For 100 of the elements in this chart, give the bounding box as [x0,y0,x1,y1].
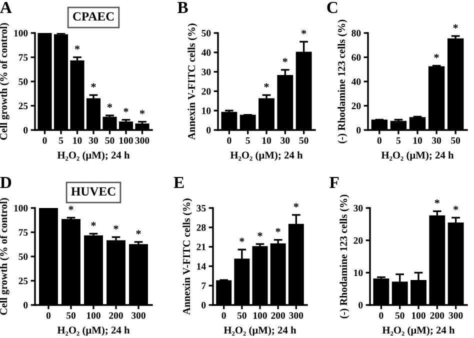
annotation: * [114,225,118,230]
x-axis-title: H₂O₂ (μM); 24 h [224,326,296,336]
text: A [0,2,12,13]
annotation: * [124,108,128,112]
x-tick-label: 50 [395,312,404,319]
x-tick-label: 200 [109,312,123,319]
y-tick-label: 25 [18,278,28,284]
x-tick-label: 5 [246,137,250,144]
x-tick-label: 100 [412,312,426,319]
y-tick-label: 21 [196,244,206,250]
x-axis-title: H₂O₂ (μM); 24 h [382,326,455,336]
y-axis-title: Annexin V-FITC cells (%) [182,198,192,315]
y-tick-label: 80 [352,30,361,36]
y-tick-label: 20 [352,102,361,110]
x-axis-title: H₂O₂ (μM); 24 h [57,151,130,161]
x-tick-label: 0 [46,312,51,319]
y-tick-label: 75 [18,229,28,236]
y-tick-label: 50 [18,78,28,85]
text: B [178,2,188,14]
x-tick-label: 200 [430,312,444,319]
y-tick-label: 50 [18,253,28,260]
y-axis-title: (-) Rhodamine 123 cells (%) [340,194,350,318]
x-tick-label: 50 [299,137,308,144]
y-tick-label: 10 [202,108,211,114]
y-tick-label: 40 [201,49,211,56]
annotation: * [107,104,112,108]
annotation: * [453,24,458,28]
y-tick-label: 0 [202,302,206,308]
y-axis-title: Cell growth (% of control) [0,23,10,140]
y-tick-label: 50 [202,30,211,36]
x-tick-label: 10 [413,137,422,144]
annotation: * [282,58,288,62]
y-axis-title: Annexin V-FITC cells (%) [188,24,198,140]
x-tick-label: 300 [289,312,304,319]
x-tick-label: 50 [451,137,460,144]
x-tick-label: 5 [58,137,64,144]
x-tick-label: 0 [377,137,382,144]
y-tick-label: 0 [24,302,28,308]
annotation: * [136,230,141,234]
x-tick-label: 30 [280,137,290,144]
x-tick-label: 0 [379,312,384,319]
annotation: * [294,203,298,208]
x-axis-title: H₂O₂ (μM); 24 h [57,326,130,336]
x-tick-label: 50 [66,312,76,319]
x-tick-label: 200 [271,312,285,319]
x-tick-label: 10 [73,137,82,144]
annotation: * [434,199,440,204]
y-tick-label: 40 [351,78,361,85]
x-tick-label: 5 [396,137,401,144]
annotation: * [434,54,439,58]
y-axis-title: Cell growth (% of control) [0,198,10,315]
y-tick-label: 0 [206,126,211,134]
y-tick-label: 0 [356,126,361,134]
x-axis-title: H₂O₂ (μM); 24 h [381,151,454,161]
x-tick-label: 0 [42,137,47,144]
annotation: * [301,30,306,34]
y-tick-label: 35 [196,204,206,212]
x-tick-label: 100 [119,137,133,144]
x-tick-label: 10 [262,137,271,144]
y-tick-label: 100 [14,204,28,212]
y-tick-label: 0 [24,126,28,134]
annotation: * [140,110,145,114]
annotation: * [240,238,244,242]
annotation: * [264,83,269,88]
y-tick-label: 10 [354,270,363,276]
y-tick-label: 14 [197,263,206,270]
annotation: * [453,206,458,210]
annotation: * [91,222,96,226]
y-tick-label: 28 [196,224,206,231]
x-tick-label: 300 [135,137,150,144]
x-tick-label: 0 [227,137,232,144]
chart-title: HUVEC [71,187,116,196]
x-tick-label: 300 [132,312,146,319]
y-tick-label: 20 [202,88,211,95]
y-tick-label: 0 [358,302,363,308]
y-tick-label: 30 [354,204,363,212]
x-axis-title: H₂O₂ (μM); 24 h [230,151,303,161]
y-tick-label: 20 [354,237,363,244]
text: C [327,2,338,14]
y-tick-label: 75 [18,54,28,61]
x-tick-label: 50 [237,312,246,319]
x-tick-label: 100 [253,312,267,319]
y-axis-title: (-) Rhodamine 123 cells (%) [338,20,348,144]
x-tick-label: 100 [86,312,100,319]
y-tick-label: 100 [14,30,28,36]
text: E [174,177,184,188]
y-tick-label: 60 [352,54,361,61]
annotation: * [74,45,80,50]
x-tick-label: 50 [105,137,114,144]
text: F [330,177,339,188]
annotation: * [258,232,262,236]
annotation: * [276,228,280,232]
x-tick-label: 300 [448,312,463,319]
x-tick-label: 30 [89,137,98,144]
text: D [0,177,12,188]
x-tick-label: 30 [432,137,442,144]
x-tick-label: 0 [222,312,226,319]
y-tick-label: 30 [202,68,211,76]
annotation: * [91,83,96,88]
y-tick-label: 25 [18,102,28,110]
